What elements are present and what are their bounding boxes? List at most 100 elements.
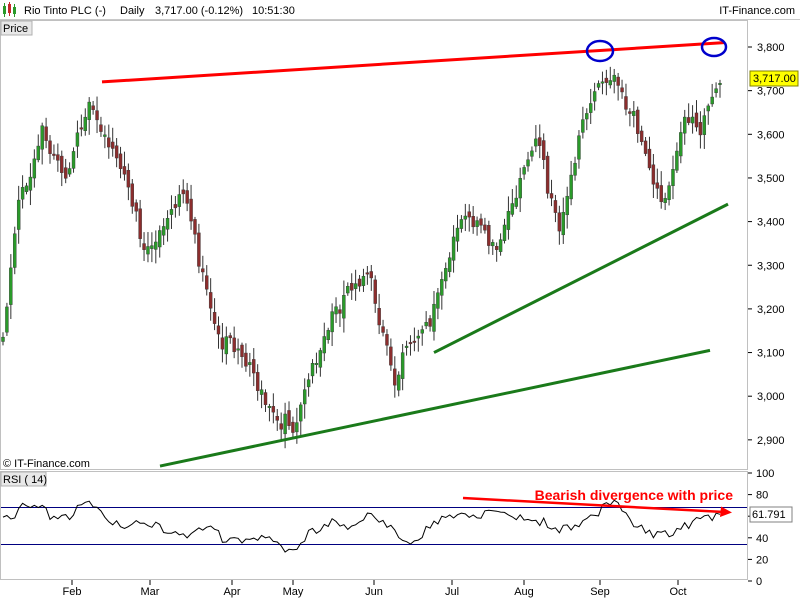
candle: [1, 332, 5, 346]
candle: [350, 273, 354, 300]
x-tick-label: May: [283, 586, 304, 598]
candle: [491, 239, 495, 255]
peak-marker-circle: [585, 39, 615, 63]
candle: [338, 304, 342, 327]
candle: [663, 192, 667, 211]
candle: [447, 252, 452, 278]
header-bar: [0, 0, 800, 19]
candle: [275, 409, 279, 431]
candle: [161, 218, 166, 246]
candle: [322, 322, 326, 362]
candle: [169, 195, 174, 229]
candle: [271, 393, 276, 424]
candle: [228, 332, 232, 344]
rsi-y-axis: 100806040200: [748, 468, 774, 588]
rsi-series-line: [2, 499, 721, 553]
candle: [592, 82, 597, 111]
candle: [107, 124, 111, 159]
price-panel-label: Price: [3, 23, 28, 35]
x-axis: Feb Mar Apr May Jun Jul Aug Sep Oct: [63, 580, 687, 598]
candle: [5, 302, 9, 336]
candle: [279, 412, 283, 442]
x-tick-label: Sep: [590, 586, 610, 598]
candle: [13, 226, 17, 275]
peak-marker-circle: [700, 36, 728, 58]
candle: [165, 210, 170, 242]
copyright-label: © IT-Finance.com: [3, 458, 90, 470]
candle: [181, 179, 185, 204]
candle: [424, 311, 428, 330]
candle: [28, 163, 33, 206]
divergence-arrow: [462, 496, 732, 517]
candle: [444, 262, 448, 289]
candle: [154, 230, 158, 264]
candle: [287, 401, 291, 430]
candle: [710, 83, 714, 107]
candle: [436, 287, 440, 320]
candle: [291, 416, 295, 438]
candle: [608, 66, 612, 89]
x-tick-label: Aug: [514, 586, 534, 598]
candle: [647, 136, 652, 171]
candle: [318, 347, 323, 377]
x-tick-label: Oct: [669, 586, 686, 598]
candle: [111, 127, 115, 157]
rsi-panel-label: RSI ( 14): [3, 474, 47, 486]
candle: [197, 223, 201, 274]
candle: [369, 264, 373, 291]
x-tick-label: Jun: [365, 586, 383, 598]
candle: [400, 344, 405, 391]
candle: [83, 108, 87, 136]
rsi-tick-label: 80: [756, 490, 768, 502]
candle: [201, 255, 205, 282]
y-tick-label: 3,100: [757, 348, 785, 360]
candle: [9, 254, 13, 320]
candle: [541, 133, 546, 170]
x-tick-label: Apr: [223, 586, 240, 598]
candle: [52, 144, 56, 160]
candle: [538, 124, 542, 159]
candle: [259, 380, 264, 409]
candle: [299, 402, 303, 436]
candle: [522, 164, 526, 180]
candle: [79, 114, 84, 137]
candle: [604, 69, 609, 96]
candle: [393, 356, 397, 398]
candle: [534, 125, 538, 153]
candle: [506, 196, 511, 240]
lower-support-trendline: [159, 348, 711, 468]
x-tick-label: Feb: [63, 586, 82, 598]
candle: [248, 352, 252, 377]
candle: [459, 215, 464, 233]
candle: [212, 298, 217, 331]
rsi-tick-label: 0: [756, 576, 762, 588]
candle: [451, 225, 456, 273]
candle: [75, 120, 80, 158]
candle: [208, 278, 213, 321]
rsi-label-box: [0, 471, 47, 487]
candle: [389, 338, 393, 371]
trendlines: [101, 41, 729, 468]
candle: [118, 146, 123, 179]
period-label: Daily: [120, 5, 145, 17]
candle: [612, 68, 616, 94]
candle: [479, 213, 483, 234]
candle: [428, 315, 432, 332]
candle: [636, 106, 640, 143]
candle: [240, 342, 244, 368]
candle: [463, 203, 468, 232]
symbol-title: Rio Tinto PLC (-): [24, 5, 106, 17]
last-price-tag: [749, 70, 799, 87]
candle: [310, 359, 315, 384]
candle: [404, 340, 409, 356]
candle: [158, 225, 162, 258]
price-candles: [1, 66, 722, 449]
candle: [494, 242, 499, 262]
candle: [40, 122, 44, 165]
y-tick-label: 3,000: [757, 391, 785, 403]
candle: [589, 88, 593, 125]
candle: [173, 195, 178, 218]
candle: [326, 327, 330, 344]
candle: [216, 316, 221, 349]
y-tick-label: 2,900: [757, 435, 785, 447]
